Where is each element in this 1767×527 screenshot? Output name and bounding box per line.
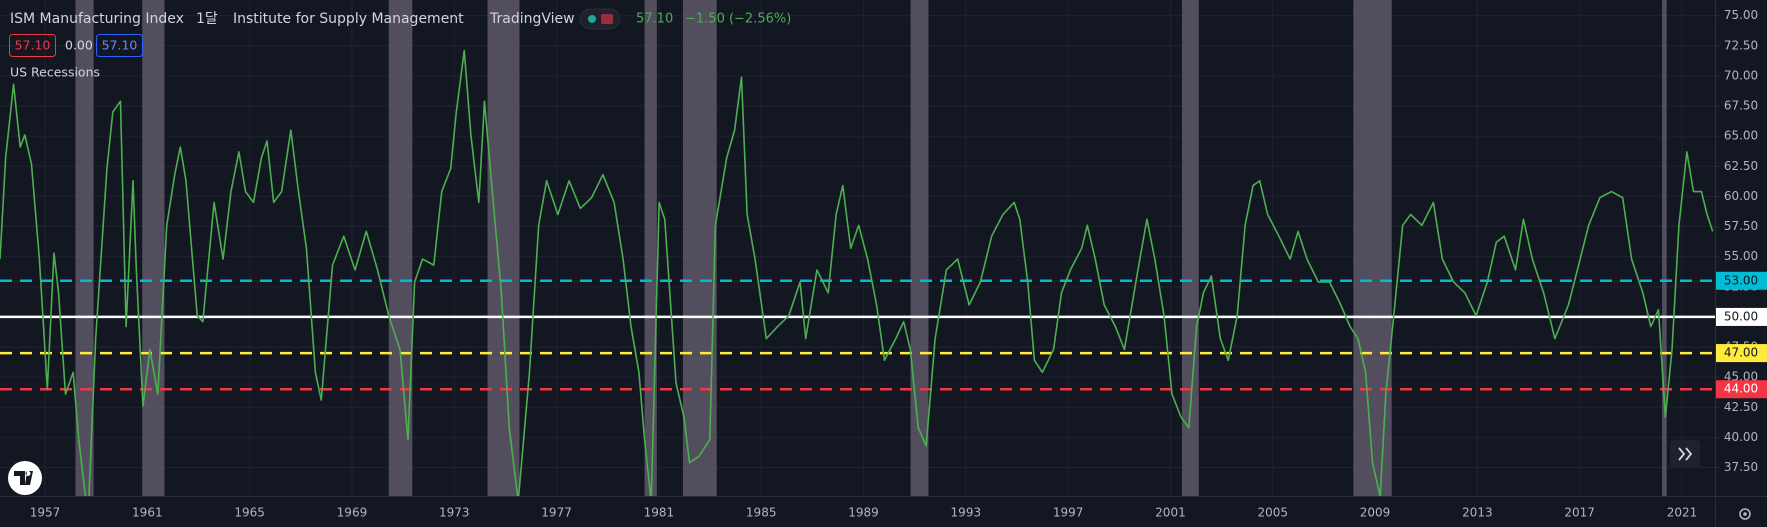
x-tick-label: 1969: [337, 506, 368, 520]
x-tick-label: 1965: [234, 506, 265, 520]
chart-title: ISM Manufacturing Index: [10, 11, 184, 27]
y-tick-label: 40.00: [1724, 430, 1758, 444]
y-tick-label: 72.50: [1724, 38, 1758, 52]
level-label: 53.00: [1724, 273, 1758, 287]
recession-band: [682, 0, 717, 496]
legend-value: 57.10: [15, 38, 51, 53]
y-tick-label: 67.50: [1724, 99, 1758, 113]
recession-band: [1181, 0, 1199, 496]
series-line: [0, 49, 1714, 496]
legend-value: 57.10: [102, 38, 138, 53]
axes: 37.5040.0042.5045.0047.5050.0052.5055.00…: [30, 8, 1767, 520]
x-tick-label: 1981: [644, 506, 675, 520]
level-label: 50.00: [1724, 309, 1758, 323]
change: −1.50 (−2.56%): [685, 12, 791, 27]
y-tick-label: 45.00: [1724, 370, 1758, 384]
platform: TradingView: [489, 11, 575, 27]
x-tick-label: 1989: [848, 506, 879, 520]
recession-band: [1662, 0, 1667, 496]
y-tick-label: 65.00: [1724, 129, 1758, 143]
recession-band: [142, 0, 165, 496]
scroll-icon: [1678, 447, 1693, 461]
level-label-box: [1716, 271, 1767, 290]
recession-band: [75, 0, 94, 496]
status-dot: [588, 15, 596, 23]
x-tick-label: 2021: [1667, 506, 1698, 520]
x-tick-label: 2001: [1155, 506, 1186, 520]
y-tick-label: 75.00: [1724, 8, 1758, 22]
x-tick-label: 1977: [541, 506, 572, 520]
recession-band: [1353, 0, 1392, 496]
level-label: 47.00: [1724, 346, 1758, 360]
status-icon: [601, 14, 613, 24]
series: [0, 49, 1714, 496]
level-label-box: [1716, 380, 1767, 399]
level-label-box: [1716, 307, 1767, 326]
x-tick-label: 1985: [746, 506, 777, 520]
y-tick-label: 57.50: [1724, 219, 1758, 233]
interval[interactable]: 1달: [196, 11, 218, 27]
recession-band: [487, 0, 520, 496]
market-status[interactable]: [579, 8, 621, 30]
legend-box[interactable]: [96, 34, 143, 57]
x-tick-label: 2009: [1360, 506, 1391, 520]
recession-band: [910, 0, 929, 496]
x-tick-label: 1993: [951, 506, 982, 520]
y-tick-label: 70.00: [1724, 68, 1758, 82]
recession-bands: [75, 0, 1667, 496]
level-label-box: [1716, 344, 1767, 363]
legend-box[interactable]: [9, 34, 56, 57]
level-label: 44.00: [1724, 382, 1758, 396]
y-tick-label: 42.50: [1724, 400, 1758, 414]
y-tick-label: 37.50: [1724, 460, 1758, 474]
legend-value: 0.00: [65, 38, 93, 53]
x-tick-label: 2013: [1462, 506, 1493, 520]
indicator-name[interactable]: US Recessions: [10, 65, 100, 80]
x-tick-label: 2005: [1257, 506, 1288, 520]
recession-band: [388, 0, 413, 496]
x-tick-label: 1961: [132, 506, 163, 520]
x-tick-label: 2017: [1564, 506, 1595, 520]
x-tick-label: 1957: [30, 506, 61, 520]
logo-mark: [14, 471, 33, 485]
y-tick-label: 62.50: [1724, 159, 1758, 173]
settings-icon: [1743, 512, 1747, 516]
levels: [0, 279, 1715, 391]
settings-button[interactable]: [1739, 508, 1751, 520]
y-tick-label: 55.00: [1724, 249, 1758, 263]
x-tick-label: 1997: [1053, 506, 1084, 520]
x-tick-label: 1973: [439, 506, 470, 520]
last-value: 57.10: [636, 12, 673, 27]
recession-band: [644, 0, 657, 496]
y-tick-label: 60.00: [1724, 189, 1758, 203]
source: Institute for Supply Management: [233, 11, 464, 27]
